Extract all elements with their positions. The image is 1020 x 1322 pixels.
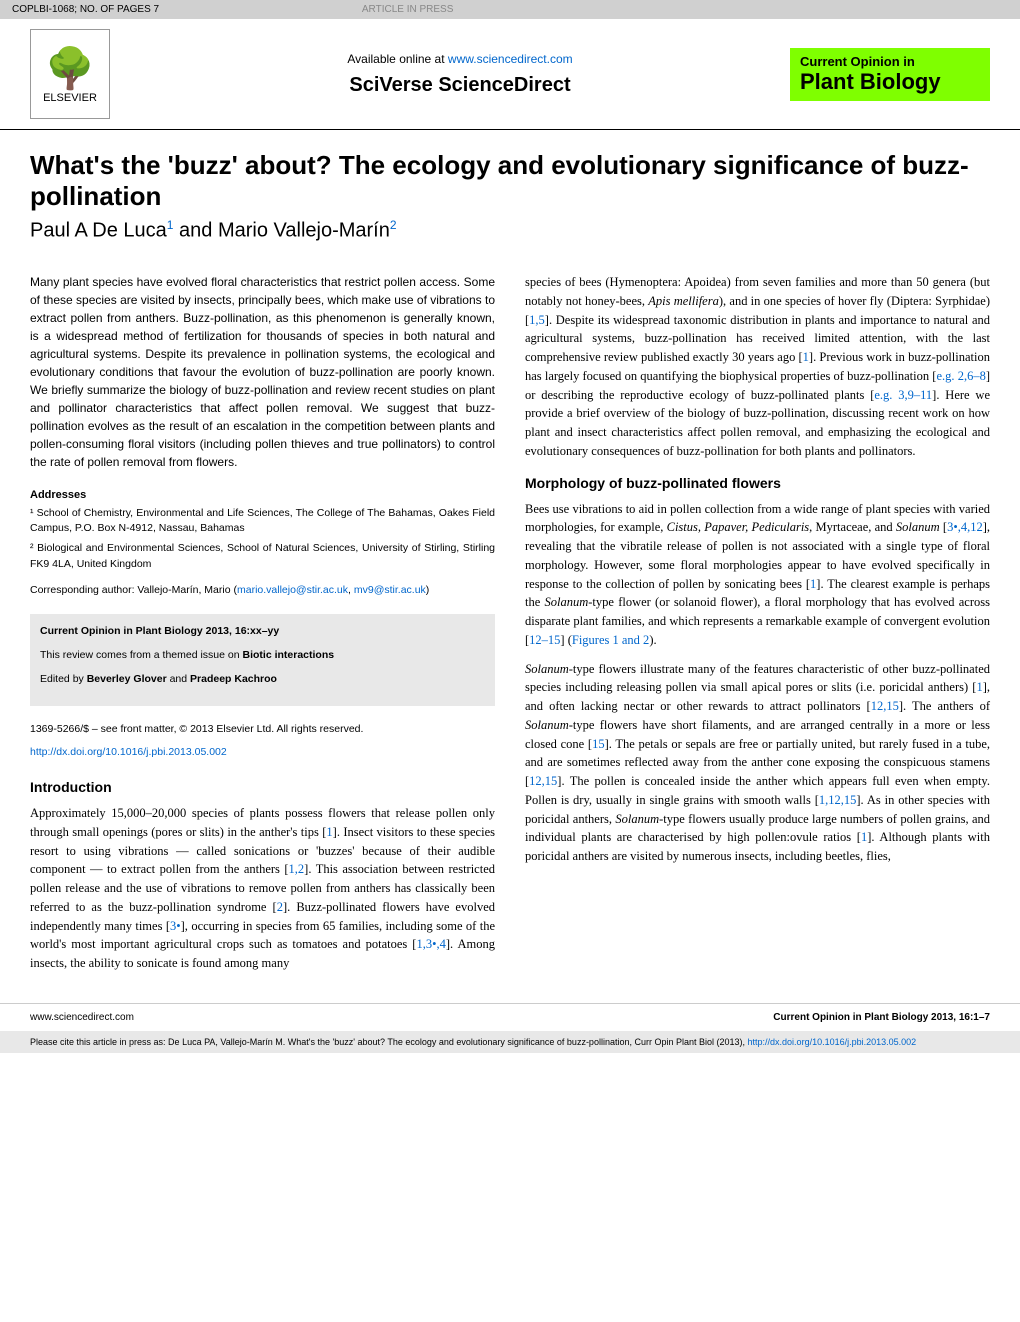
- addresses-label: Addresses: [30, 487, 495, 504]
- abstract: Many plant species have evolved floral c…: [30, 273, 495, 471]
- badge-line1: Current Opinion in: [800, 54, 980, 69]
- ref-link[interactable]: 3•,4,12: [947, 520, 983, 534]
- ref-link[interactable]: 1,12,15: [819, 793, 857, 807]
- footer-left: www.sciencedirect.com: [30, 1012, 134, 1023]
- morphology-p1: Bees use vibrations to aid in pollen col…: [525, 500, 990, 650]
- citation-box: Please cite this article in press as: De…: [0, 1031, 1020, 1053]
- morphology-p2: Solanum-type flowers illustrate many of …: [525, 660, 990, 866]
- journal-badge: Current Opinion in Plant Biology: [790, 48, 990, 101]
- info-box: Current Opinion in Plant Biology 2013, 1…: [30, 614, 495, 705]
- top-section: 🌳 ELSEVIER Available online at www.scien…: [0, 19, 1020, 130]
- intro-continuation: species of bees (Hymenoptera: Apoidea) f…: [525, 273, 990, 461]
- right-column: species of bees (Hymenoptera: Apoidea) f…: [525, 273, 990, 983]
- badge-line2: Plant Biology: [800, 69, 980, 95]
- email-1[interactable]: mario.vallejo@stir.ac.uk: [237, 584, 348, 596]
- page-footer: www.sciencedirect.com Current Opinion in…: [0, 1003, 1020, 1031]
- ref-link[interactable]: 12,15: [529, 774, 557, 788]
- copyright: 1369-5266/$ – see front matter, © 2013 E…: [30, 722, 495, 738]
- citation-info: Current Opinion in Plant Biology 2013, 1…: [40, 624, 485, 640]
- intro-paragraph: Approximately 15,000–20,000 species of p…: [30, 804, 495, 973]
- elsevier-logo: 🌳 ELSEVIER: [30, 29, 110, 119]
- content-columns: Many plant species have evolved floral c…: [0, 253, 1020, 1003]
- ref-link[interactable]: e.g. 2,6–8: [936, 369, 985, 383]
- editors-info: Edited by Beverley Glover and Pradeep Ka…: [40, 672, 485, 688]
- title-section: What's the 'buzz' about? The ecology and…: [0, 130, 1020, 253]
- morphology-heading: Morphology of buzz-pollinated flowers: [525, 473, 990, 494]
- intro-heading: Introduction: [30, 777, 495, 798]
- author-2: Mario Vallejo-Marín: [218, 220, 390, 242]
- figure-link[interactable]: Figures 1 and 2: [572, 633, 649, 647]
- authors: Paul A De Luca1 and Mario Vallejo-Marín2: [30, 218, 990, 243]
- ref-link[interactable]: 15: [592, 737, 605, 751]
- ref-link[interactable]: 12,15: [871, 699, 899, 713]
- header-bar: COPLBI-1068; NO. OF PAGES 7 ARTICLE IN P…: [0, 0, 1020, 19]
- left-column: Many plant species have evolved floral c…: [30, 273, 495, 983]
- address-2: ² Biological and Environmental Sciences,…: [30, 541, 495, 573]
- ref-link[interactable]: 1,3•,4: [416, 937, 445, 951]
- ref-link[interactable]: 12–15: [529, 633, 560, 647]
- author-1: Paul A De Luca: [30, 220, 167, 242]
- available-online: Available online at www.sciencedirect.co…: [130, 52, 790, 66]
- article-title: What's the 'buzz' about? The ecology and…: [30, 150, 990, 212]
- citation-doi-link[interactable]: http://dx.doi.org/10.1016/j.pbi.2013.05.…: [748, 1037, 917, 1047]
- address-1: ¹ School of Chemistry, Environmental and…: [30, 506, 495, 538]
- ref-link[interactable]: 1,2: [289, 862, 305, 876]
- ref-link[interactable]: 3•: [170, 919, 181, 933]
- footer-right: Current Opinion in Plant Biology 2013, 1…: [773, 1012, 990, 1023]
- center-header: Available online at www.sciencedirect.co…: [130, 52, 790, 97]
- ref-link[interactable]: e.g. 3,9–11: [874, 388, 932, 402]
- author-2-affil: 2: [390, 218, 397, 232]
- sciverse-title: SciVerse ScienceDirect: [130, 74, 790, 97]
- elsevier-tree-icon: 🌳: [45, 45, 95, 92]
- email-2[interactable]: mv9@stir.ac.uk: [354, 584, 426, 596]
- theme-info: This review comes from a themed issue on…: [40, 648, 485, 664]
- doi-link[interactable]: http://dx.doi.org/10.1016/j.pbi.2013.05.…: [30, 745, 495, 761]
- article-status: ARTICLE IN PRESS: [362, 4, 454, 15]
- corresponding-author: Corresponding author: Vallejo-Marín, Mar…: [30, 583, 495, 599]
- sciencedirect-link[interactable]: www.sciencedirect.com: [448, 52, 573, 66]
- elsevier-text: ELSEVIER: [43, 92, 97, 104]
- article-id: COPLBI-1068; NO. OF PAGES 7: [12, 4, 159, 15]
- ref-link[interactable]: 1,5: [529, 313, 545, 327]
